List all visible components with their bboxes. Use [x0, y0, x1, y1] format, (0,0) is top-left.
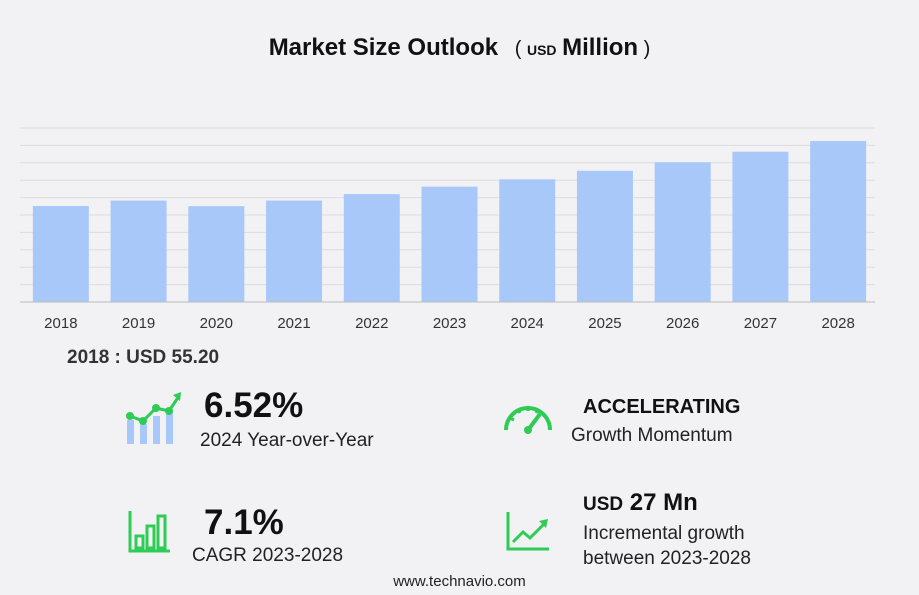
bar-2025 — [576, 170, 633, 302]
momentum-value: ACCELERATING — [583, 396, 741, 418]
bar-2020 — [188, 206, 245, 302]
x-tick-label-2021: 2021 — [277, 315, 310, 332]
x-tick-label-2028: 2028 — [821, 315, 854, 332]
footer-url: www.technavio.com — [393, 573, 526, 590]
bar-chart-icon — [128, 511, 170, 553]
x-tick-label-2020: 2020 — [200, 315, 233, 332]
line-trend-icon — [506, 512, 549, 551]
x-tick-label-2026: 2026 — [666, 315, 699, 332]
x-tick-label-2027: 2027 — [744, 315, 777, 332]
chart-title-unit: ( USD Million ) — [514, 34, 651, 61]
unit-text: Million — [562, 34, 639, 61]
chart-title: Market Size Outlook ( USD Million ) — [0, 34, 919, 62]
momentum-label: Growth Momentum — [571, 425, 733, 446]
x-tick-label-2022: 2022 — [355, 315, 388, 332]
growth-chart-icon — [126, 392, 181, 444]
incremental-value: USD 27 Mn — [583, 489, 698, 517]
bar-2028 — [810, 141, 867, 302]
speedometer-icon — [504, 406, 552, 434]
chart-title-text: Market Size Outlook — [268, 34, 499, 61]
bar-2027 — [732, 151, 789, 302]
x-tick-label-2018: 2018 — [44, 315, 77, 332]
bar-chart: 2018 2019 2020 2021 2022 2023 2024 2025 2026 2027… — [20, 127, 875, 332]
cagr-label: CAGR 2023-2028 — [192, 545, 344, 566]
incremental-amount: 27 Mn — [629, 489, 698, 516]
base-year-label: 2018 : USD 55.20 — [67, 347, 220, 368]
bar-2023 — [421, 186, 478, 302]
incremental-label-line1: Incremental growth — [583, 523, 745, 544]
bar-2019 — [110, 200, 167, 302]
bar-2026 — [654, 162, 711, 302]
x-tick-label-2023: 2023 — [433, 315, 466, 332]
yoy-label: 2024 Year-over-Year — [200, 430, 374, 451]
bar-2021 — [266, 200, 323, 302]
x-tick-label-2025: 2025 — [588, 315, 621, 332]
x-tick-label-2019: 2019 — [122, 315, 155, 332]
incremental-prefix: USD — [583, 494, 624, 515]
cagr-value: 7.1% — [204, 503, 284, 542]
incremental-label-line2: between 2023-2028 — [583, 548, 751, 569]
yoy-value: 6.52% — [204, 386, 304, 425]
bar-2018 — [32, 205, 89, 302]
bar-2024 — [499, 179, 556, 302]
unit-prefix: USD — [526, 42, 557, 58]
bar-2022 — [343, 194, 400, 302]
x-tick-label-2024: 2024 — [511, 315, 544, 332]
